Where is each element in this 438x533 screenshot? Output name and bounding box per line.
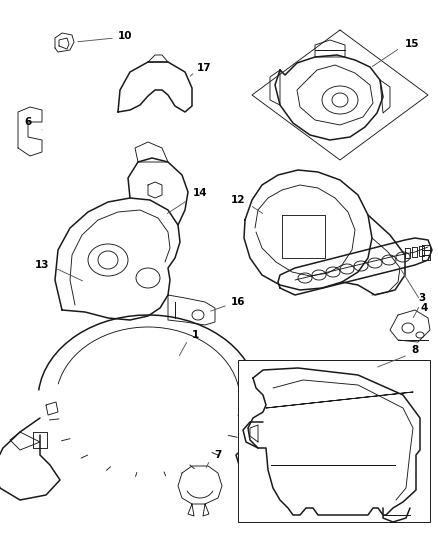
Text: 6: 6 <box>25 117 32 127</box>
Text: 8: 8 <box>411 345 419 355</box>
Text: 3: 3 <box>418 293 426 303</box>
Text: 1: 1 <box>191 330 198 340</box>
Text: 7: 7 <box>214 450 222 460</box>
Text: 15: 15 <box>405 39 419 49</box>
Text: 14: 14 <box>193 188 207 198</box>
Text: 16: 16 <box>231 297 245 307</box>
Text: 4: 4 <box>420 303 427 313</box>
Text: 17: 17 <box>197 63 211 73</box>
Bar <box>238 360 430 522</box>
Text: 12: 12 <box>231 195 245 205</box>
Text: 13: 13 <box>35 260 49 270</box>
Text: 10: 10 <box>118 31 132 41</box>
